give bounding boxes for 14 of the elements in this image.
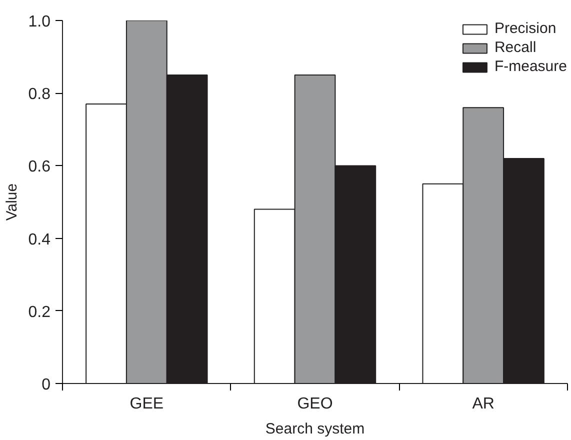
x-tick-label: GEO bbox=[297, 396, 333, 412]
y-tick-label: 0.4 bbox=[28, 231, 51, 248]
legend-label: Recall bbox=[494, 39, 536, 56]
y-tick-label: 0 bbox=[42, 376, 51, 394]
x-tick-label: AR bbox=[472, 396, 494, 412]
y-tick-label: 1.0 bbox=[28, 14, 51, 30]
y-tick-label: 0.6 bbox=[28, 158, 51, 176]
y-axis-title: Value bbox=[3, 183, 20, 221]
legend-label: F-measure bbox=[494, 58, 567, 75]
x-axis-title: Search system bbox=[265, 420, 365, 438]
x-tick-label: GEE bbox=[130, 396, 164, 412]
y-tick-label: 0.2 bbox=[28, 304, 51, 321]
y-tick-label: 0.8 bbox=[28, 86, 51, 104]
legend-label: Precision bbox=[494, 20, 556, 37]
